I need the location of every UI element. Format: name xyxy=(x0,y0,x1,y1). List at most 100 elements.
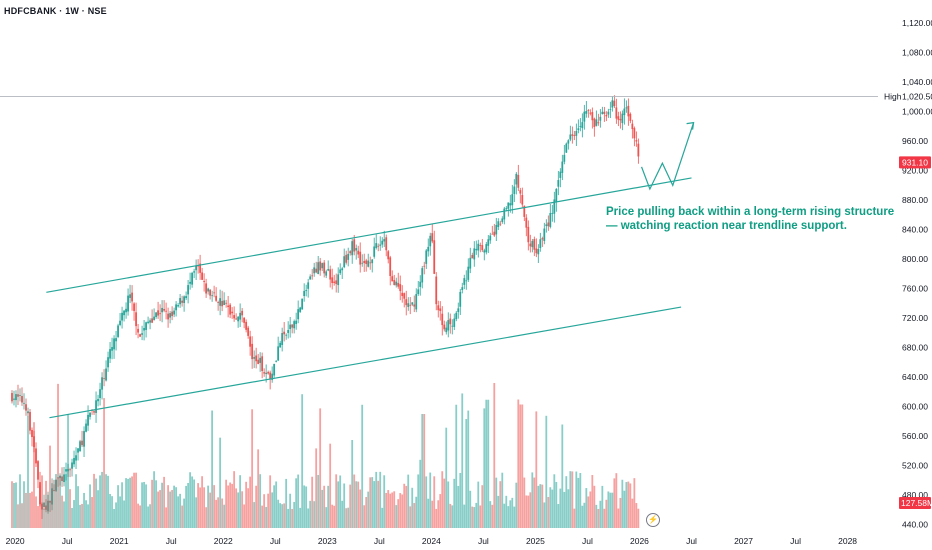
volume-bar xyxy=(521,404,524,528)
candle-body xyxy=(501,218,504,223)
volume-bar xyxy=(473,507,476,528)
candle-body xyxy=(319,261,322,271)
volume-bar xyxy=(275,481,278,528)
volume-bar xyxy=(363,505,366,528)
candle-body xyxy=(209,289,212,296)
y-tick-label: 800.00 xyxy=(902,254,928,264)
volume-bar xyxy=(421,414,424,528)
volume-bar xyxy=(311,476,314,528)
volume-bar xyxy=(495,477,498,528)
volume-bar xyxy=(393,491,396,528)
candle-body xyxy=(225,302,228,304)
candle-body xyxy=(529,243,532,247)
volume-bar xyxy=(259,474,262,528)
arrow-head xyxy=(686,121,695,130)
overlays xyxy=(0,96,878,419)
volume-bar xyxy=(277,499,280,528)
candle-body xyxy=(391,276,394,282)
candle-body xyxy=(393,280,396,285)
candle-body xyxy=(443,324,446,330)
candle-body xyxy=(429,235,432,247)
candle-body xyxy=(611,100,614,108)
candle-body xyxy=(289,324,292,330)
candle-body xyxy=(39,482,41,505)
candle-body xyxy=(31,429,33,438)
candle-body xyxy=(621,113,624,124)
y-tick-label: 440.00 xyxy=(902,520,928,530)
volume-bar xyxy=(281,504,284,528)
candle-body xyxy=(281,333,284,345)
candle-body xyxy=(613,100,616,107)
candle-body xyxy=(89,412,91,417)
volume-bar xyxy=(515,482,518,528)
candle-body xyxy=(497,221,500,227)
candle-body xyxy=(273,363,276,376)
volume-bar xyxy=(261,505,264,528)
volume-bar xyxy=(439,494,442,528)
volume-bar xyxy=(73,500,75,528)
volume-bar xyxy=(383,475,386,528)
candle-body xyxy=(85,423,87,432)
candle-body xyxy=(511,194,514,206)
volume-bar xyxy=(135,472,137,528)
high-value: 1,020.50 xyxy=(902,91,932,101)
y-tick-label: 760.00 xyxy=(902,284,928,294)
volume-bar xyxy=(195,497,198,528)
volume-bar xyxy=(431,500,434,528)
volume-bar xyxy=(599,500,602,528)
volume-bar xyxy=(593,485,596,528)
candle-body xyxy=(519,190,522,194)
x-axis[interactable]: 2020 Jul 2021 Jul 2022 Jul 2023 Jul 2024 Jul 2025 J… xyxy=(6,536,858,546)
volume-bar xyxy=(451,505,454,528)
candle-body xyxy=(33,436,35,448)
candle-body xyxy=(67,469,69,472)
volume-bar xyxy=(405,485,408,528)
candle-body xyxy=(517,174,520,188)
candle-body xyxy=(595,119,598,126)
volume-bar xyxy=(349,484,352,528)
candle-body xyxy=(473,248,476,260)
volume-bar xyxy=(91,497,93,528)
lightning-icon[interactable]: ⚡ xyxy=(646,513,660,527)
volume-bar xyxy=(287,508,290,528)
volume-bar xyxy=(225,479,228,528)
candle-body xyxy=(369,262,372,264)
candle-body xyxy=(413,304,416,307)
candle-body xyxy=(407,303,410,307)
volume-bar xyxy=(233,471,236,528)
volume-bar xyxy=(33,422,35,528)
y-tick-label: 840.00 xyxy=(902,225,928,235)
volume-bar xyxy=(557,504,560,528)
candle-body xyxy=(317,262,320,274)
candle-body xyxy=(463,278,466,285)
volume-bar xyxy=(295,478,298,528)
y-axis[interactable]: 440.00 480.00 520.00 560.00 600.00 640.00 680.… xyxy=(884,18,932,530)
volume-bar xyxy=(109,493,111,528)
candle-body xyxy=(487,239,490,246)
candle-body xyxy=(109,349,111,359)
volume-bar xyxy=(505,495,508,528)
volume-bar xyxy=(489,501,492,528)
candle-body xyxy=(233,315,236,319)
volume-bar xyxy=(575,471,578,528)
volume-bar xyxy=(151,479,153,528)
volume-bar xyxy=(279,503,282,528)
candle-body xyxy=(597,122,600,124)
volume-bar xyxy=(625,482,628,528)
x-tick-label: 2025 xyxy=(526,536,545,546)
candle-body xyxy=(587,110,590,111)
volume-bar xyxy=(635,503,638,528)
volume-bar xyxy=(443,478,446,528)
volume-bar xyxy=(457,485,460,528)
candle-body xyxy=(387,251,390,260)
candle-body xyxy=(49,500,51,503)
candle-body xyxy=(447,320,450,331)
candle-body xyxy=(221,300,224,307)
candle-body xyxy=(163,308,165,311)
candle-body xyxy=(441,313,444,326)
volume-bar xyxy=(241,491,244,528)
volume-bar xyxy=(251,409,254,528)
volume-bar xyxy=(407,474,410,528)
volume-bar xyxy=(99,475,101,528)
